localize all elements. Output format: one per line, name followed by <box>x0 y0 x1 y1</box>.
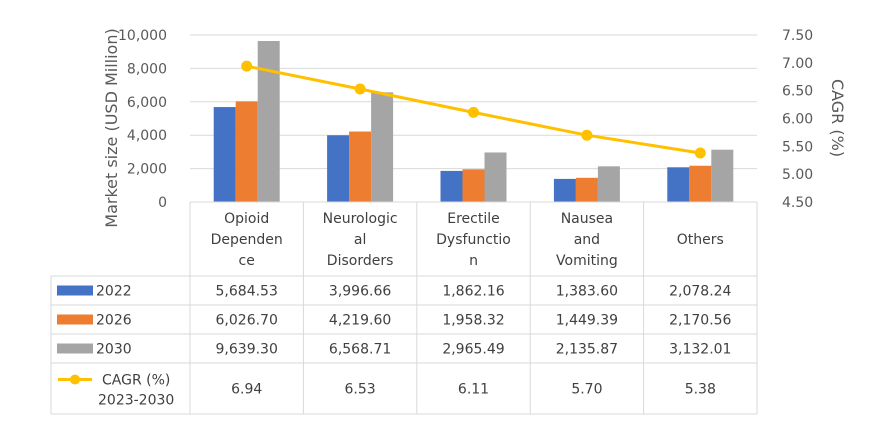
table-cell: 1,383.60 <box>556 284 618 300</box>
y-axis-title: Market size (USD Million) <box>102 28 121 227</box>
table-cell: 1,862.16 <box>442 284 504 300</box>
bar-2030 <box>371 92 394 202</box>
category-label: Others <box>677 232 724 248</box>
y2-tick-label: 6.00 <box>782 112 813 128</box>
category-label: Dysfunctio <box>436 232 511 248</box>
table-cell: 6,026.70 <box>216 313 278 329</box>
table-cell: 6,568.71 <box>329 342 391 358</box>
cagr-point <box>354 83 366 95</box>
table-cell: 9,639.30 <box>216 342 278 358</box>
table-cell: 3,132.01 <box>669 342 731 358</box>
legend-swatch-2022 <box>57 285 93 296</box>
bar-2030 <box>484 152 507 202</box>
y-tick-label: 0 <box>158 195 167 211</box>
bar-2026 <box>689 165 712 202</box>
y-tick-label: 4,000 <box>127 128 167 144</box>
y2-tick-label: 7.00 <box>782 56 813 72</box>
table-cell: 6.11 <box>458 382 489 398</box>
legend-label: 2022 <box>96 284 132 300</box>
y-tick-label: 2,000 <box>127 162 167 178</box>
bar-2022 <box>553 178 576 202</box>
table-cell: 1,958.32 <box>442 313 504 329</box>
table-cell: 1,449.39 <box>556 313 618 329</box>
table-cell: 2,135.87 <box>556 342 618 358</box>
category-label: ce <box>239 253 255 269</box>
table-cell: 6.94 <box>231 382 262 398</box>
bar-2022 <box>327 135 350 202</box>
y2-tick-label: 4.50 <box>782 195 813 211</box>
y-tick-label: 10,000 <box>118 28 167 44</box>
table-cell: 5.38 <box>685 382 716 398</box>
table-cell: 5.70 <box>571 382 602 398</box>
table-cell: 2,965.49 <box>442 342 504 358</box>
bar-2026 <box>462 169 485 202</box>
y-tick-label: 6,000 <box>127 95 167 111</box>
category-label: Dependen <box>211 232 283 248</box>
bar-2030 <box>711 149 734 202</box>
y2-axis-title: CAGR (%) <box>828 79 847 157</box>
cagr-point <box>468 106 479 118</box>
y-tick-label: 8,000 <box>127 61 167 77</box>
legend-swatch-2026 <box>57 314 93 325</box>
bars <box>213 41 734 203</box>
cagr-point <box>694 147 706 159</box>
y2-tick-label: 6.50 <box>782 84 813 100</box>
table-cell: 2,170.56 <box>669 313 731 329</box>
y2-tick-label: 5.50 <box>782 139 813 155</box>
legend-label: 2030 <box>96 342 132 358</box>
bar-2026 <box>349 131 372 202</box>
legend-label: 2026 <box>96 313 132 329</box>
bar-2030 <box>597 166 620 202</box>
y2-tick-label: 7.50 <box>782 28 813 44</box>
cagr-point <box>581 129 593 141</box>
cagr-point <box>241 60 253 72</box>
legend-label: 2023-2030 <box>98 393 174 409</box>
table-cell: 6.53 <box>345 382 376 398</box>
category-label: Nausea <box>561 211 613 227</box>
category-label: and <box>574 232 600 248</box>
bar-2026 <box>575 177 598 202</box>
category-label: Neurologic <box>323 211 398 227</box>
cagr-line <box>241 60 706 159</box>
bar-2022 <box>440 170 463 202</box>
legend-swatch-cagr-marker <box>70 374 80 385</box>
bar-2022 <box>213 107 236 202</box>
legend-label: CAGR (%) <box>102 373 170 389</box>
category-label: n <box>469 253 478 269</box>
category-label: al <box>354 232 366 248</box>
table-cell: 5,684.53 <box>216 284 278 300</box>
category-label: Disorders <box>327 253 394 269</box>
table-cell: 2,078.24 <box>669 284 731 300</box>
table-cell: 4,219.60 <box>329 313 391 329</box>
legend-swatch-2030 <box>57 343 93 354</box>
category-label: Vomiting <box>556 253 618 269</box>
bar-2022 <box>667 167 690 202</box>
category-label: Opioid <box>224 211 269 227</box>
y-axis-ticks: 0 2,000 4,000 6,000 8,000 10,000 <box>118 28 167 211</box>
bar-2026 <box>235 101 258 202</box>
table-cell: 3,996.66 <box>329 284 391 300</box>
y2-tick-label: 5.00 <box>782 167 813 183</box>
y2-axis-ticks: 4.50 5.00 5.50 6.00 6.50 7.00 7.50 <box>782 28 813 211</box>
bar-2030 <box>257 41 280 203</box>
category-label: Erectile <box>447 211 500 227</box>
data-table: Opioid Dependen ce Neurologic al Disorders Ere… <box>50 201 758 415</box>
